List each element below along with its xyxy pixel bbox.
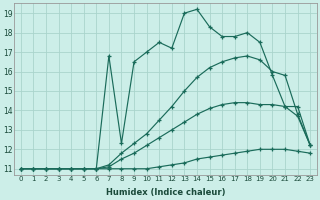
X-axis label: Humidex (Indice chaleur): Humidex (Indice chaleur) xyxy=(106,188,225,197)
